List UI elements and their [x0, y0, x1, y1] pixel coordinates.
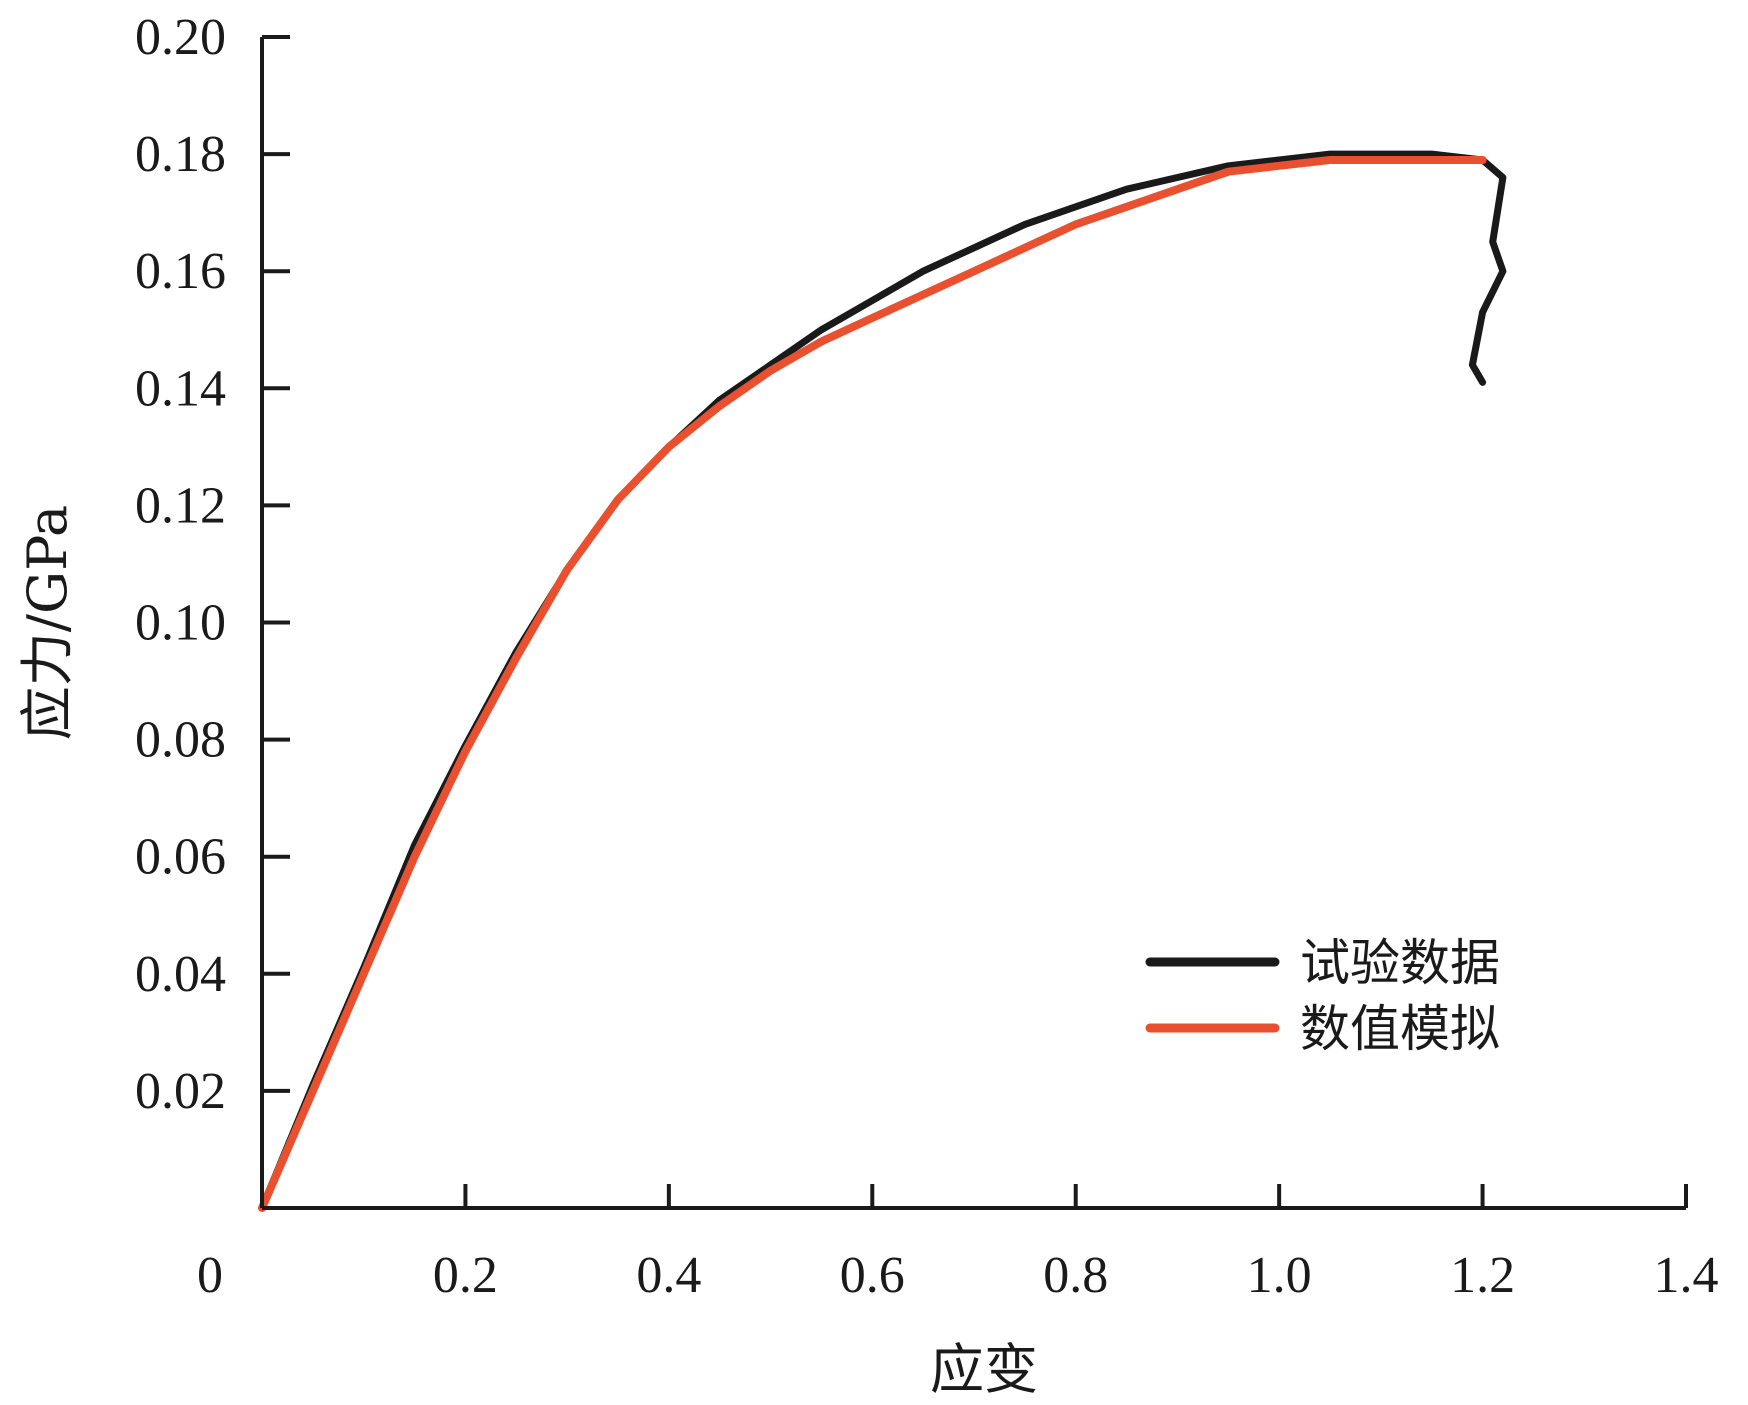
x-ticks: 0 0.2 0.4 0.6 0.8 1.0 1.2 1.4 [197, 1184, 1719, 1304]
x-axis-title: 应变 [930, 1338, 1038, 1401]
x-tick-label: 1.4 [1654, 1247, 1719, 1304]
series-line-simulation [258, 156, 1487, 1212]
y-tick-label: 0.08 [135, 712, 226, 769]
y-tick-label: 0.06 [135, 829, 226, 886]
y-tick-label: 0.02 [135, 1063, 226, 1120]
x-tick-label: 1.2 [1450, 1247, 1515, 1304]
y-axis-title: 应力/GPa [16, 505, 79, 740]
x-tick-label: 0.6 [840, 1247, 905, 1304]
x-tick-label: 0.8 [1043, 1247, 1108, 1304]
y-tick-label: 0.16 [135, 243, 226, 300]
legend-label: 试验数据 [1300, 934, 1500, 992]
legend-label: 数值模拟 [1300, 1000, 1500, 1058]
y-tick-label: 0.10 [135, 595, 226, 652]
y-tick-label: 0.14 [135, 360, 226, 417]
x-tick-label: 0.2 [433, 1247, 498, 1304]
y-tick-label: 0.18 [135, 126, 226, 183]
y-tick-label: 0.12 [135, 477, 226, 534]
y-tick-label: 0.20 [135, 9, 226, 66]
series-layer [258, 150, 1507, 1212]
x-tick-label: 0.4 [636, 1247, 701, 1304]
x-tick-label: 0 [197, 1247, 223, 1304]
x-tick-label: 1.0 [1247, 1247, 1312, 1304]
y-tick-label: 0.04 [135, 946, 226, 1003]
y-ticks: 0.02 0.04 0.06 0.08 0.10 0.12 0.14 0.16 0.18 0.20 [135, 9, 290, 1120]
